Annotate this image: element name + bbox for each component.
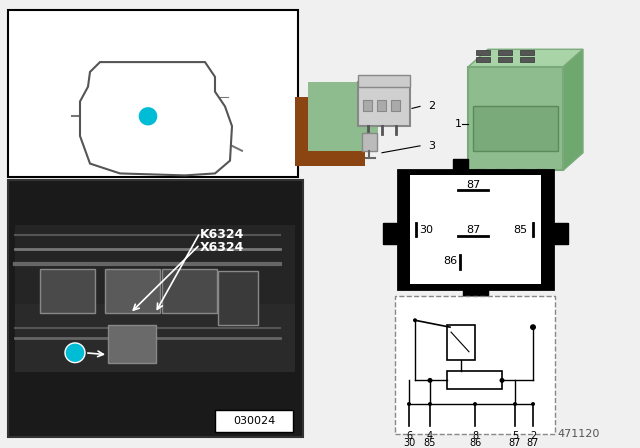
Bar <box>447 371 502 389</box>
Text: 1: 1 <box>71 348 79 358</box>
Text: 30: 30 <box>403 439 415 448</box>
Bar <box>476 57 490 62</box>
Bar <box>476 169 486 184</box>
Polygon shape <box>468 49 583 67</box>
Bar <box>410 176 541 284</box>
Circle shape <box>138 107 158 126</box>
Bar <box>295 97 365 166</box>
Bar <box>520 57 534 62</box>
Bar <box>363 99 372 112</box>
Text: 1: 1 <box>454 119 461 129</box>
Bar <box>383 223 398 244</box>
Circle shape <box>473 402 477 406</box>
Circle shape <box>530 324 536 330</box>
Bar <box>308 82 378 151</box>
Bar <box>520 50 534 55</box>
Text: X6324: X6324 <box>200 241 244 254</box>
Bar <box>447 325 475 360</box>
Bar <box>496 169 506 184</box>
Bar <box>536 169 546 184</box>
Text: 87: 87 <box>527 439 539 448</box>
Bar <box>498 50 512 55</box>
Bar <box>108 325 156 362</box>
Bar <box>358 75 410 87</box>
Circle shape <box>513 402 517 406</box>
Bar <box>453 159 468 171</box>
Text: 86: 86 <box>443 256 457 266</box>
Bar <box>516 169 526 184</box>
Text: 30: 30 <box>419 224 433 235</box>
Bar <box>105 269 160 313</box>
Bar <box>15 224 295 303</box>
Bar <box>40 269 95 313</box>
Bar <box>395 296 555 434</box>
Bar <box>362 133 377 151</box>
Text: 8: 8 <box>472 431 478 440</box>
Text: 87: 87 <box>466 180 480 190</box>
Text: 4: 4 <box>427 431 433 440</box>
Circle shape <box>499 378 504 383</box>
Polygon shape <box>563 49 583 171</box>
Bar <box>218 271 258 325</box>
Circle shape <box>428 378 433 383</box>
Bar <box>15 274 295 372</box>
Text: 471120: 471120 <box>557 429 600 439</box>
Bar <box>398 171 553 289</box>
Bar <box>476 50 490 55</box>
Bar <box>8 10 298 177</box>
Text: 030024: 030024 <box>233 416 275 426</box>
Text: 5: 5 <box>512 431 518 440</box>
Circle shape <box>531 402 535 406</box>
Bar <box>498 57 512 62</box>
Circle shape <box>428 402 432 406</box>
Bar <box>358 82 410 126</box>
Bar <box>553 223 568 244</box>
Text: 85: 85 <box>424 439 436 448</box>
Text: 87: 87 <box>466 224 480 235</box>
Text: K6324: K6324 <box>200 228 244 241</box>
Polygon shape <box>80 62 232 176</box>
Bar <box>473 107 558 151</box>
Bar <box>8 181 303 436</box>
Bar <box>377 99 386 112</box>
Text: 2: 2 <box>530 431 536 440</box>
Bar <box>215 410 293 431</box>
Bar <box>162 269 217 313</box>
Bar <box>468 67 563 171</box>
Text: 6: 6 <box>406 431 412 440</box>
Text: 87: 87 <box>509 439 521 448</box>
Circle shape <box>65 343 85 362</box>
Text: 3: 3 <box>429 141 435 151</box>
Text: 86: 86 <box>469 439 481 448</box>
Bar <box>391 99 400 112</box>
Circle shape <box>413 318 417 322</box>
Text: 85: 85 <box>513 224 527 235</box>
Bar <box>463 289 488 301</box>
Circle shape <box>407 402 411 406</box>
Text: 2: 2 <box>428 101 436 112</box>
Text: 1: 1 <box>144 111 152 121</box>
